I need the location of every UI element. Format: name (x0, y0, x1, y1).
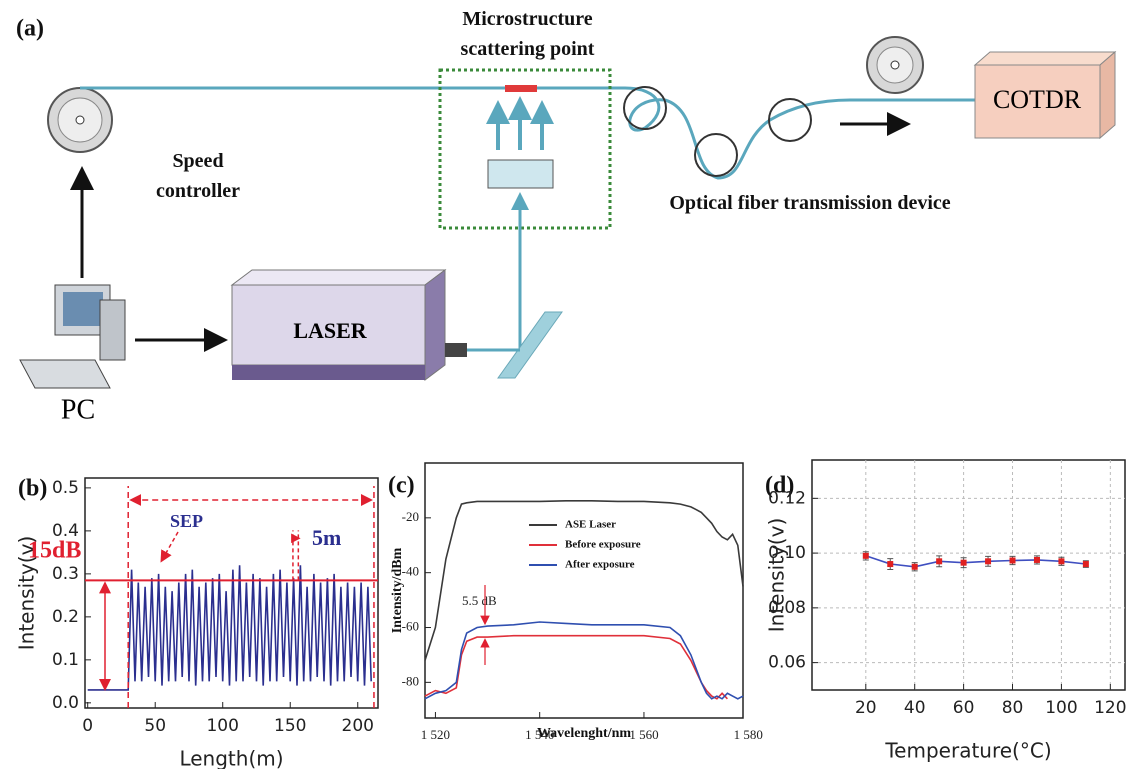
data-point (1058, 558, 1065, 565)
legend-label: ASE Laser (565, 519, 616, 531)
y-axis-label: Intensity/dBm (390, 547, 405, 633)
reel-hub (75, 115, 85, 125)
laser-port (445, 343, 467, 357)
plot-frame (811, 459, 1126, 691)
y-tick-label: 0.08 (768, 598, 806, 618)
x-tick-label: 80 (1002, 698, 1024, 718)
fiber (80, 86, 975, 180)
speed-label: Speed controller (155, 150, 241, 202)
data-point (887, 561, 894, 568)
y-axis-label: Intensity(v) (765, 518, 789, 633)
data-point (1009, 557, 1016, 564)
laser-label: LASER (293, 318, 367, 343)
x-tick-label: 60 (953, 698, 975, 718)
y-tick-label: -60 (402, 619, 419, 634)
panel-label: (a) (16, 16, 44, 42)
fiber-label: Optical fiber transmission device (669, 192, 951, 214)
data-line (424, 634, 728, 700)
data-line (424, 621, 744, 700)
data-point (1082, 561, 1089, 568)
data-point (936, 558, 943, 565)
y-tick-label: 0.4 (52, 521, 79, 541)
annotation: 5.5 dB (462, 593, 497, 608)
scatter-label: Microstructure scattering point (460, 8, 595, 60)
x-axis-label: Temperature(°C) (884, 739, 1051, 763)
fiber-roller (623, 86, 667, 130)
data-point (1033, 556, 1040, 563)
scatter-box (438, 68, 612, 230)
pc-keyboard (19, 359, 111, 389)
laser-side (424, 269, 446, 381)
x-tick-label: 1 520 (421, 727, 450, 742)
diagram: (a) COTDR LASER (16, 16, 1117, 425)
pc-tower (99, 299, 126, 361)
panel-label: (d) (765, 473, 794, 499)
data-point (862, 552, 869, 559)
annotation: 5m (312, 525, 341, 550)
x-tick-label: 1 580 (734, 727, 763, 742)
x-tick-label: 1 560 (629, 727, 658, 742)
pc-label: PC (61, 394, 95, 425)
annotation: SEP (170, 511, 203, 531)
data-point (960, 559, 967, 566)
x-tick-label: 50 (144, 716, 166, 736)
y-tick-label: 0.5 (52, 478, 79, 498)
panel-label: (b) (18, 476, 47, 502)
x-tick-label: 150 (274, 716, 306, 736)
y-tick-label: 0.1 (52, 650, 79, 670)
x-tick-label: 120 (1094, 698, 1126, 718)
reel-hub (890, 60, 900, 70)
y-tick-label: -40 (402, 564, 419, 579)
data-point (985, 558, 992, 565)
y-tick-label: 0.3 (52, 564, 79, 584)
y-tick-label: 0.06 (768, 653, 806, 673)
laser-base (232, 365, 425, 380)
x-axis-label: Length(m) (179, 747, 283, 769)
x-tick-label: 100 (1045, 698, 1077, 718)
cotdr-box (974, 64, 1101, 139)
plot-frame (424, 462, 744, 719)
laser-top (230, 269, 447, 286)
legend-label: Before exposure (565, 539, 641, 551)
y-tick-label: 0.12 (768, 488, 806, 508)
fiber-roller (694, 133, 738, 177)
laser-box (231, 284, 426, 366)
cotdr-top (973, 51, 1117, 66)
data-line (87, 565, 372, 691)
y-tick-label: -80 (402, 673, 419, 688)
x-tick-label: 20 (855, 698, 877, 718)
mirror (497, 311, 563, 379)
y-tick-label: 0.10 (768, 543, 806, 563)
fiber-roller (768, 98, 812, 142)
plot-frame (84, 477, 379, 709)
pc-screen (63, 292, 103, 326)
x-tick-label: 40 (904, 698, 926, 718)
x-tick-label: 200 (342, 716, 374, 736)
y-tick-label: 0.2 (52, 607, 79, 627)
cotdr-side (1099, 50, 1116, 140)
data-line (424, 500, 744, 661)
annotation: 15dB (28, 538, 81, 564)
y-axis-label: Intensity(v) (15, 536, 39, 651)
y-tick-label: 0.0 (52, 693, 79, 713)
x-tick-label: 0 (82, 716, 93, 736)
data-line (865, 555, 1086, 568)
emitter (487, 159, 554, 189)
x-axis-label: Wavelenght/nm (537, 726, 631, 741)
pc-icon (19, 284, 126, 389)
panel-label: (c) (388, 473, 415, 499)
cotdr-label: COTDR (993, 85, 1082, 114)
y-tick-label: -20 (402, 509, 419, 524)
scatter-point (505, 85, 537, 92)
data-point (911, 563, 918, 570)
legend-label: After exposure (565, 559, 635, 571)
sep-arrow (160, 531, 179, 563)
x-tick-label: 1 540 (525, 727, 554, 742)
x-tick-label: 100 (206, 716, 238, 736)
